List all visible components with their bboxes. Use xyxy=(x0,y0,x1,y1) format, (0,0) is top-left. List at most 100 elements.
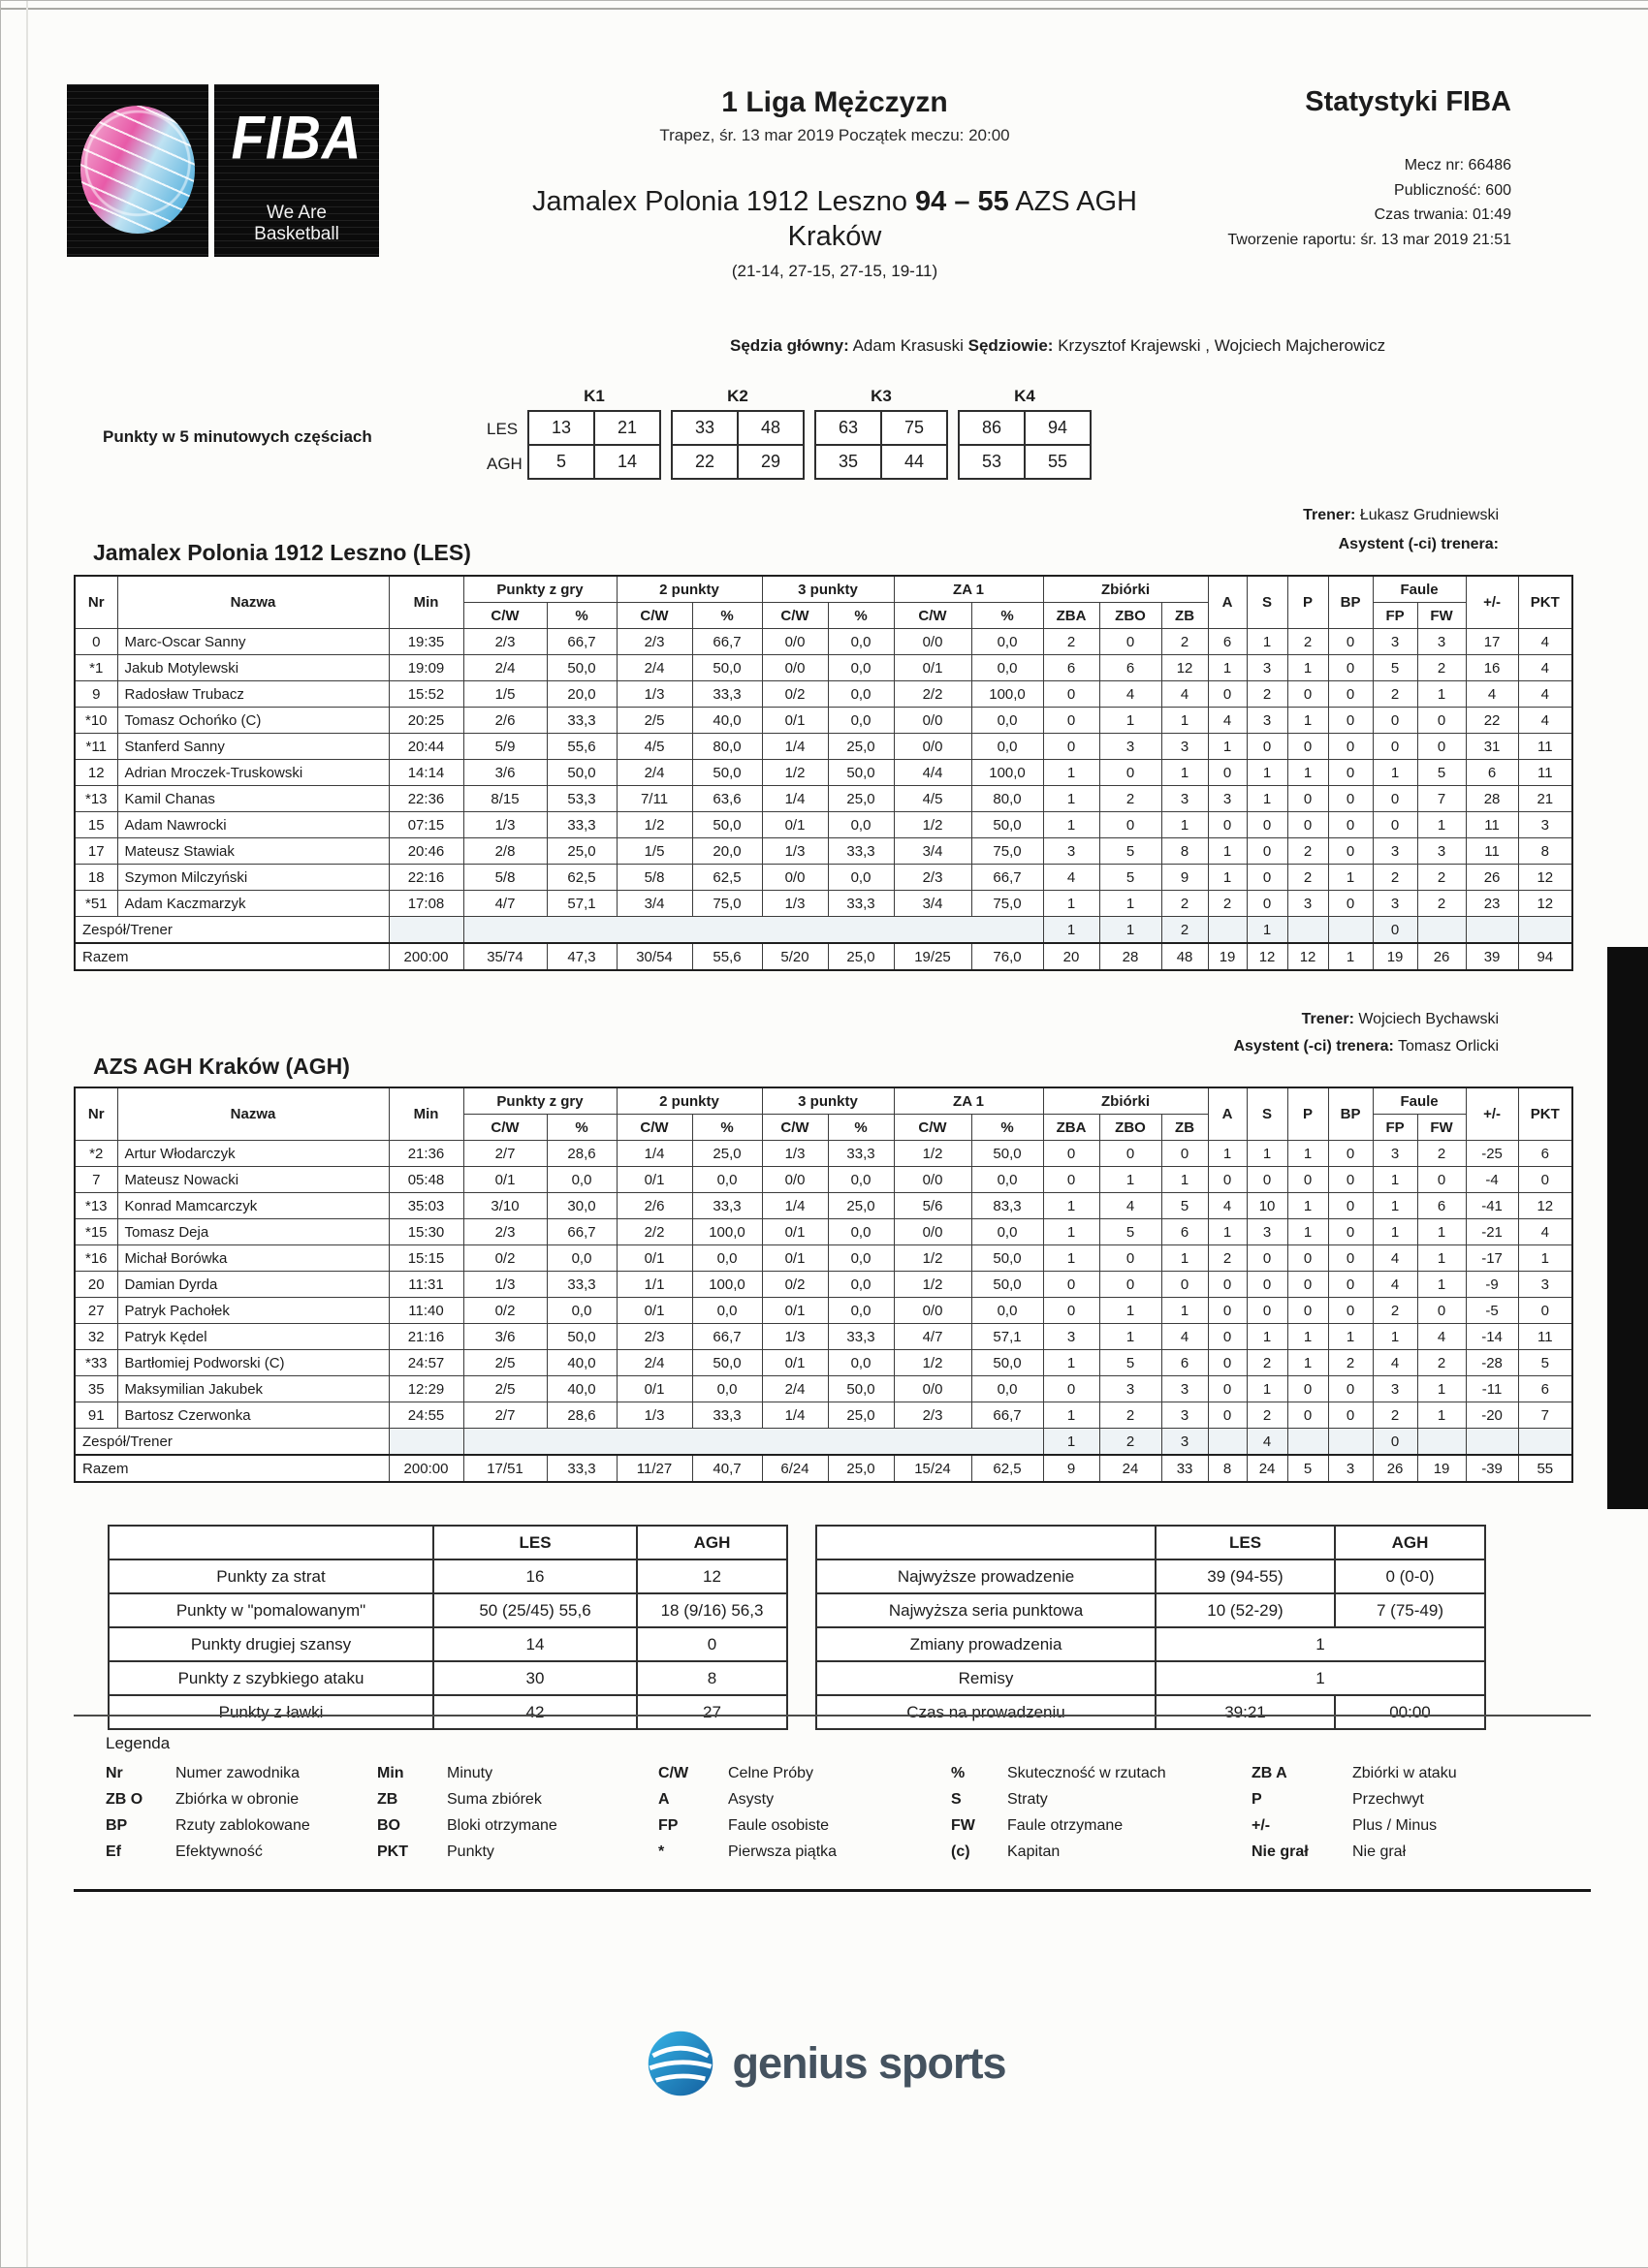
stat-cell: 25,0 xyxy=(691,1140,763,1167)
col-nr: Nr xyxy=(74,1087,118,1141)
stat-cell: 3 xyxy=(1517,811,1573,838)
header-center: 1 Liga Mężczyzn Trapez, śr. 13 mar 2019 … xyxy=(418,86,1252,281)
quarter-label: K4 xyxy=(1014,387,1035,405)
legend-description: Plus / Minus xyxy=(1352,1817,1438,1834)
stat-cell: 6 xyxy=(1098,654,1162,681)
quarter-score-row: 5 14 xyxy=(527,444,661,480)
col-2pt: 2 punkty xyxy=(616,575,763,603)
total-stat-cell: 19 xyxy=(1372,942,1418,971)
stat-cell: 6 xyxy=(1416,1192,1467,1219)
player-row: 32 Patryk Kędel 21:16 3/6 50,0 2/3 66,7 1/3 33,3… xyxy=(74,1323,1573,1350)
stat-cell: 0,0 xyxy=(691,1244,763,1272)
agh-column-header: AGH xyxy=(636,1525,788,1560)
quarter-score-cell: 63 xyxy=(814,410,882,446)
les-coach-line: Trener: Łukasz Grudniewski xyxy=(1303,507,1499,524)
stat-cell: 3 xyxy=(1372,837,1418,865)
summary-value: 00:00 xyxy=(1334,1694,1486,1730)
stat-cell: 4/4 xyxy=(893,759,972,786)
legend-description: Nie grał xyxy=(1352,1843,1407,1860)
stat-cell: *10 xyxy=(74,707,118,734)
stat-cell: 0 xyxy=(1042,1375,1100,1402)
stat-cell: 0,0 xyxy=(827,864,895,891)
stat-cell: 0/1 xyxy=(761,1218,829,1245)
stat-cell: 12:29 xyxy=(388,1375,464,1402)
col-made-att: C/W xyxy=(616,1114,693,1141)
final-score: 94 – 55 xyxy=(915,186,1009,217)
legend-description: Suma zbiórek xyxy=(447,1791,542,1808)
stat-cell: 24:57 xyxy=(388,1349,464,1376)
player-row: *2 Artur Włodarczyk 21:36 2/7 28,6 1/4 25,0 1/3… xyxy=(74,1140,1573,1167)
stat-cell: 33,3 xyxy=(691,680,763,708)
stat-cell: 1 xyxy=(1372,1166,1418,1193)
total-stat-cell: 94 xyxy=(1517,942,1573,971)
total-stat-cell: 8 xyxy=(1207,1454,1248,1483)
stat-cell: 0,0 xyxy=(970,628,1044,655)
stat-cell: 1 xyxy=(1160,759,1209,786)
quarter-score-row: 53 55 xyxy=(958,444,1092,480)
summary-label: Najwyższe prowadzenie xyxy=(815,1559,1157,1594)
summary-label: Punkty za strat xyxy=(108,1559,434,1594)
stat-cell: 32 xyxy=(74,1323,118,1350)
stat-cell: 50,0 xyxy=(970,1349,1044,1376)
quarter-group: K4 86 94 53 55 xyxy=(958,387,1092,480)
quarter-score-table: 13 21 5 14 xyxy=(527,410,661,480)
quarter-label: K3 xyxy=(871,387,892,405)
stat-cell: 15:30 xyxy=(388,1218,464,1245)
stat-cell: 0 xyxy=(1207,1271,1248,1298)
stat-cell: 27 xyxy=(74,1297,118,1324)
stat-cell: 33,3 xyxy=(827,1323,895,1350)
stat-cell: 1 xyxy=(1207,837,1248,865)
stat-cell: 31 xyxy=(1465,733,1519,760)
stat-cell: 21 xyxy=(1517,785,1573,812)
assistant-name: Tomasz Orlicki xyxy=(1393,1038,1499,1055)
stat-cell: -21 xyxy=(1465,1218,1519,1245)
quarter-score-row: 22 29 xyxy=(671,444,805,480)
stat-cell: 35 xyxy=(74,1375,118,1402)
stat-cell: 15:52 xyxy=(388,680,464,708)
stat-cell xyxy=(388,1428,464,1456)
legend-description: Faule otrzymane xyxy=(1007,1817,1124,1834)
total-stat-cell: 30/54 xyxy=(616,942,693,971)
stat-cell: 2/3 xyxy=(893,864,972,891)
player-row: *16 Michał Borówka 15:15 0/2 0,0 0/1 0,0 0/1 0,0… xyxy=(74,1244,1573,1272)
referee-name: Adam Krasuski xyxy=(848,336,968,355)
col-2pt: 2 punkty xyxy=(616,1087,763,1115)
stat-cell: 5 xyxy=(1098,837,1162,865)
coach-label: Trener: xyxy=(1301,1011,1354,1027)
quarter-score-row: 33 48 xyxy=(671,410,805,446)
col-blocks: BP xyxy=(1327,1087,1374,1141)
stat-cell: 2/4 xyxy=(462,654,548,681)
stat-cell: 1 xyxy=(1372,1323,1418,1350)
stat-cell: 80,0 xyxy=(691,733,763,760)
stat-cell: 33,3 xyxy=(691,1402,763,1429)
stat-cell: 2/6 xyxy=(462,707,548,734)
assistant-label: Asystent (-ci) trenera: xyxy=(1233,1038,1394,1055)
stat-cell: 7 xyxy=(1517,1402,1573,1429)
stat-cell: -9 xyxy=(1465,1271,1519,1298)
stat-cell: 1 xyxy=(1286,759,1329,786)
les-stats-body: 0 Marc-Oscar Sanny 19:35 2/3 66,7 2/3 66,7 0/0 0… xyxy=(74,628,1573,971)
stat-cell: 4 xyxy=(1416,1323,1467,1350)
stat-cell: 50,0 xyxy=(970,1244,1044,1272)
stat-cell: 0,0 xyxy=(970,1375,1044,1402)
stat-cell: 66,7 xyxy=(546,628,618,655)
stat-cell: 0/2 xyxy=(462,1244,548,1272)
genius-swirl-icon xyxy=(649,2031,713,2096)
col-nr: Nr xyxy=(74,575,118,629)
les-assistant-line: Asystent (-ci) trenera: xyxy=(1339,536,1499,553)
col-treb: ZB xyxy=(1160,1114,1209,1141)
stat-cell: 4 xyxy=(1372,1349,1418,1376)
stat-cell: 2/3 xyxy=(616,1323,693,1350)
stat-cell: 1/3 xyxy=(761,890,829,917)
stat-cell: 12 xyxy=(1517,890,1573,917)
total-stat-cell: 33 xyxy=(1160,1454,1209,1483)
legend-abbr: S xyxy=(951,1791,962,1808)
stat-cell: 66,7 xyxy=(546,1218,618,1245)
col-ft: ZA 1 xyxy=(893,1087,1044,1115)
legend-abbr: FP xyxy=(658,1817,679,1834)
stat-cell: -5 xyxy=(1465,1297,1519,1324)
stat-cell: 6 xyxy=(1517,1375,1573,1402)
officials-label: Sędziowie: xyxy=(967,336,1054,355)
stat-cell: 3 xyxy=(1286,890,1329,917)
points-summary-table: LES AGH Punkty za strat 16 12 Punkty w "po… xyxy=(108,1525,788,1730)
